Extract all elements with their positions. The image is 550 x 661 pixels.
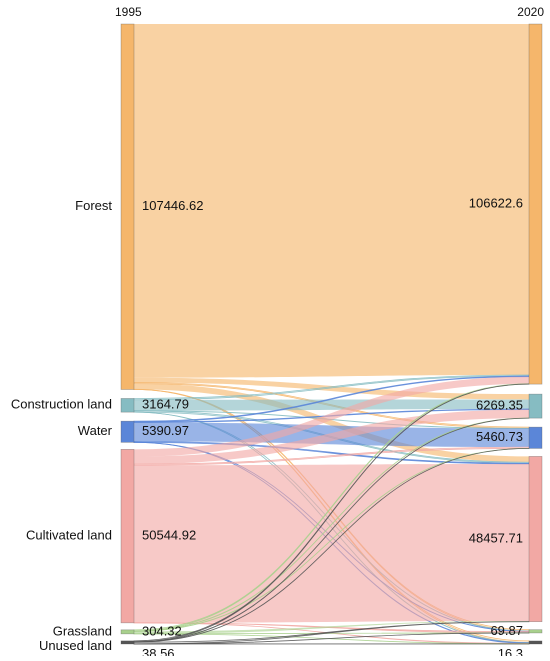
value-2020-water: 5460.73 [476,429,523,444]
node-forest-right [529,24,542,384]
flow-construction-to-construction [134,399,529,410]
value-1995-water: 5390.97 [142,423,189,438]
node-construction-left [121,398,134,412]
node-water-right [529,427,542,448]
node-forest-left [121,24,134,389]
node-grassland-right [529,630,542,633]
node-cultivated-right [529,456,542,621]
node-label-construction: Construction land [11,397,112,412]
node-unused-right [529,641,542,644]
flow-layer [134,24,529,644]
left-year-label: 1995 [115,5,142,19]
value-2020-cultivated: 48457.71 [469,530,523,545]
node-cultivated-left [121,449,134,623]
node-grassland-left [121,630,134,634]
value-1995-unused: 38.56 [142,646,175,656]
value-1995-grassland: 304.32 [142,623,182,638]
node-unused-left [121,641,134,644]
value-2020-unused: 16.3 [498,646,523,656]
value-1995-construction: 3164.79 [142,397,189,412]
node-label-unused: Unused land [39,638,112,653]
value-2020-construction: 6269.35 [476,398,523,413]
node-label-cultivated: Cultivated land [26,528,112,543]
value-1995-forest: 107446.62 [142,198,203,213]
node-water-left [121,421,134,442]
node-label-forest: Forest [75,198,112,213]
right-year-label: 2020 [517,5,544,19]
value-1995-cultivated: 50544.92 [142,528,196,543]
node-construction-right [529,394,542,418]
node-label-water: Water [78,423,113,438]
value-2020-forest: 106622.6 [469,195,523,210]
value-2020-grassland: 69.87 [490,623,523,638]
node-label-grassland: Grassland [53,623,112,638]
